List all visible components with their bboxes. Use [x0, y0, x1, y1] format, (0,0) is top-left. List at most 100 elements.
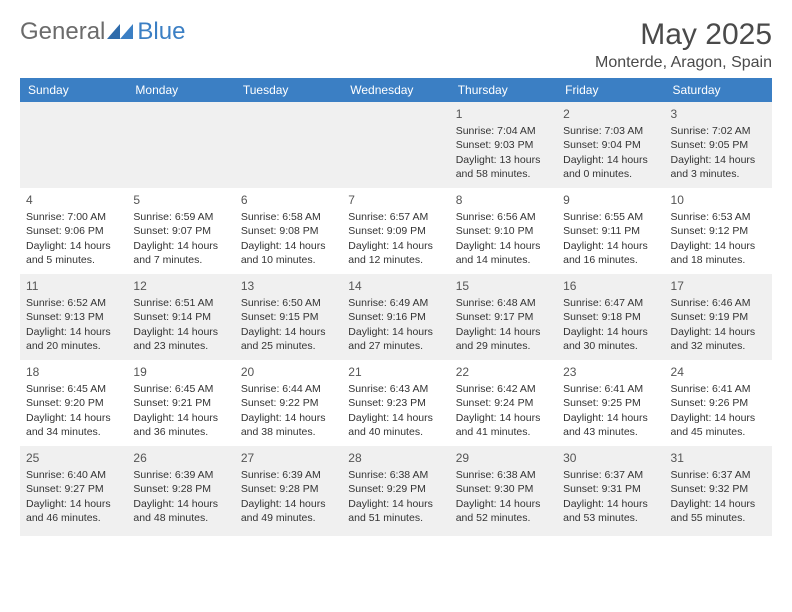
day-number: 7 [348, 192, 443, 208]
sunset-text: Sunset: 9:32 PM [671, 482, 766, 496]
sunset-text: Sunset: 9:03 PM [456, 138, 551, 152]
calendar-day-cell: 31Sunrise: 6:37 AMSunset: 9:32 PMDayligh… [665, 446, 772, 536]
calendar-day-cell: 9Sunrise: 6:55 AMSunset: 9:11 PMDaylight… [557, 188, 664, 274]
daylight-text: Daylight: 14 hours and 7 minutes. [133, 239, 228, 267]
day-number: 29 [456, 450, 551, 466]
location-label: Monterde, Aragon, Spain [595, 54, 772, 72]
calendar-day-cell: 19Sunrise: 6:45 AMSunset: 9:21 PMDayligh… [127, 360, 234, 446]
daylight-text: Daylight: 14 hours and 38 minutes. [241, 411, 336, 439]
sunrise-text: Sunrise: 6:37 AM [671, 468, 766, 482]
day-number: 2 [563, 106, 658, 122]
sunrise-text: Sunrise: 6:38 AM [456, 468, 551, 482]
sunset-text: Sunset: 9:10 PM [456, 224, 551, 238]
calendar-day-cell: 29Sunrise: 6:38 AMSunset: 9:30 PMDayligh… [450, 446, 557, 536]
column-header: Sunday [20, 78, 127, 102]
daylight-text: Daylight: 14 hours and 36 minutes. [133, 411, 228, 439]
day-number: 26 [133, 450, 228, 466]
sunset-text: Sunset: 9:27 PM [26, 482, 121, 496]
calendar-day-cell: 14Sunrise: 6:49 AMSunset: 9:16 PMDayligh… [342, 274, 449, 360]
daylight-text: Daylight: 14 hours and 49 minutes. [241, 497, 336, 525]
sunrise-text: Sunrise: 6:56 AM [456, 210, 551, 224]
sunrise-text: Sunrise: 6:38 AM [348, 468, 443, 482]
day-number: 17 [671, 278, 766, 294]
daylight-text: Daylight: 14 hours and 10 minutes. [241, 239, 336, 267]
day-number: 19 [133, 364, 228, 380]
daylight-text: Daylight: 14 hours and 12 minutes. [348, 239, 443, 267]
sunrise-text: Sunrise: 6:53 AM [671, 210, 766, 224]
sunset-text: Sunset: 9:04 PM [563, 138, 658, 152]
day-number: 6 [241, 192, 336, 208]
calendar-week-row: 25Sunrise: 6:40 AMSunset: 9:27 PMDayligh… [20, 446, 772, 536]
column-header: Thursday [450, 78, 557, 102]
calendar-day-cell [235, 102, 342, 188]
daylight-text: Daylight: 14 hours and 18 minutes. [671, 239, 766, 267]
day-number: 4 [26, 192, 121, 208]
calendar-day-cell: 3Sunrise: 7:02 AMSunset: 9:05 PMDaylight… [665, 102, 772, 188]
day-number: 15 [456, 278, 551, 294]
daylight-text: Daylight: 14 hours and 29 minutes. [456, 325, 551, 353]
calendar-header-row: SundayMondayTuesdayWednesdayThursdayFrid… [20, 78, 772, 102]
sunrise-text: Sunrise: 6:49 AM [348, 296, 443, 310]
calendar-day-cell: 21Sunrise: 6:43 AMSunset: 9:23 PMDayligh… [342, 360, 449, 446]
daylight-text: Daylight: 14 hours and 32 minutes. [671, 325, 766, 353]
calendar-day-cell: 24Sunrise: 6:41 AMSunset: 9:26 PMDayligh… [665, 360, 772, 446]
sunset-text: Sunset: 9:28 PM [133, 482, 228, 496]
sunset-text: Sunset: 9:13 PM [26, 310, 121, 324]
calendar-week-row: 11Sunrise: 6:52 AMSunset: 9:13 PMDayligh… [20, 274, 772, 360]
daylight-text: Daylight: 14 hours and 40 minutes. [348, 411, 443, 439]
sunset-text: Sunset: 9:24 PM [456, 396, 551, 410]
sunset-text: Sunset: 9:08 PM [241, 224, 336, 238]
daylight-text: Daylight: 14 hours and 52 minutes. [456, 497, 551, 525]
calendar-day-cell: 4Sunrise: 7:00 AMSunset: 9:06 PMDaylight… [20, 188, 127, 274]
calendar-day-cell: 13Sunrise: 6:50 AMSunset: 9:15 PMDayligh… [235, 274, 342, 360]
sunset-text: Sunset: 9:28 PM [241, 482, 336, 496]
day-number: 10 [671, 192, 766, 208]
column-header: Saturday [665, 78, 772, 102]
daylight-text: Daylight: 14 hours and 14 minutes. [456, 239, 551, 267]
calendar-day-cell: 23Sunrise: 6:41 AMSunset: 9:25 PMDayligh… [557, 360, 664, 446]
day-number: 1 [456, 106, 551, 122]
day-number: 21 [348, 364, 443, 380]
sunset-text: Sunset: 9:06 PM [26, 224, 121, 238]
sunset-text: Sunset: 9:26 PM [671, 396, 766, 410]
daylight-text: Daylight: 14 hours and 25 minutes. [241, 325, 336, 353]
sunset-text: Sunset: 9:17 PM [456, 310, 551, 324]
daylight-text: Daylight: 14 hours and 45 minutes. [671, 411, 766, 439]
calendar-day-cell: 15Sunrise: 6:48 AMSunset: 9:17 PMDayligh… [450, 274, 557, 360]
calendar-day-cell: 10Sunrise: 6:53 AMSunset: 9:12 PMDayligh… [665, 188, 772, 274]
calendar-day-cell: 25 Sunrise: 6:40 AMSunset: 9:27 PMDayligh… [20, 446, 127, 536]
sunrise-text: Sunrise: 6:50 AM [241, 296, 336, 310]
day-number: 18 [26, 364, 121, 380]
daylight-text: Daylight: 14 hours and 46 minutes. [26, 497, 121, 525]
sunset-text: Sunset: 9:22 PM [241, 396, 336, 410]
sunrise-text: Sunrise: 6:44 AM [241, 382, 336, 396]
sunset-text: Sunset: 9:20 PM [26, 396, 121, 410]
sunset-text: Sunset: 9:15 PM [241, 310, 336, 324]
sunrise-text: Sunrise: 6:52 AM [26, 296, 121, 310]
title-block: May 2025 Monterde, Aragon, Spain [595, 18, 772, 72]
sunrise-text: Sunrise: 6:41 AM [671, 382, 766, 396]
sunset-text: Sunset: 9:05 PM [671, 138, 766, 152]
sunrise-text: Sunrise: 6:45 AM [26, 382, 121, 396]
sunrise-text: Sunrise: 6:41 AM [563, 382, 658, 396]
calendar-day-cell: 22Sunrise: 6:42 AMSunset: 9:24 PMDayligh… [450, 360, 557, 446]
sunrise-text: Sunrise: 6:40 AM [26, 468, 121, 482]
sunset-text: Sunset: 9:11 PM [563, 224, 658, 238]
daylight-text: Daylight: 14 hours and 30 minutes. [563, 325, 658, 353]
sunrise-text: Sunrise: 6:37 AM [563, 468, 658, 482]
sunset-text: Sunset: 9:14 PM [133, 310, 228, 324]
daylight-text: Daylight: 14 hours and 43 minutes. [563, 411, 658, 439]
calendar-day-cell: 12Sunrise: 6:51 AMSunset: 9:14 PMDayligh… [127, 274, 234, 360]
sunrise-text: Sunrise: 6:39 AM [133, 468, 228, 482]
day-number: 5 [133, 192, 228, 208]
sunset-text: Sunset: 9:31 PM [563, 482, 658, 496]
daylight-text: Daylight: 14 hours and 0 minutes. [563, 153, 658, 181]
day-number: 30 [563, 450, 658, 466]
daylight-text: Daylight: 14 hours and 55 minutes. [671, 497, 766, 525]
calendar-week-row: 1 Sunrise: 7:04 AMSunset: 9:03 PM Daylight… [20, 102, 772, 188]
day-number: 25 [26, 450, 121, 466]
sunrise-text: Sunrise: 7:04 AM [456, 124, 551, 138]
logo: General Blue [20, 18, 185, 46]
sunset-text: Sunset: 9:29 PM [348, 482, 443, 496]
sunset-text: Sunset: 9:23 PM [348, 396, 443, 410]
